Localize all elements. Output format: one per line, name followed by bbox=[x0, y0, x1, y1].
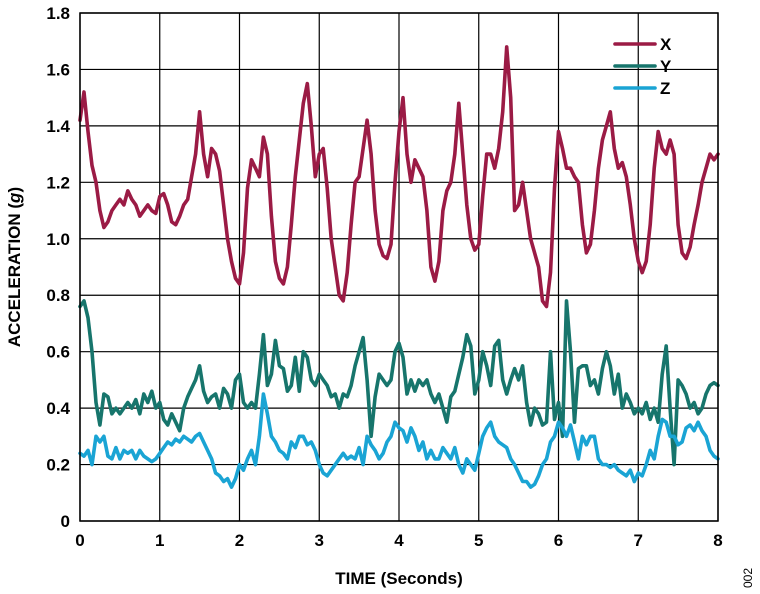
x-tick-label: 7 bbox=[634, 531, 643, 550]
y-axis-label-suffix: ) bbox=[5, 187, 24, 193]
y-axis-label-unit: g bbox=[5, 192, 24, 204]
legend-label-y: Y bbox=[660, 57, 672, 76]
plot-frame bbox=[79, 12, 719, 522]
y-tick-label: 1.6 bbox=[46, 60, 70, 79]
y-tick-label: 0.4 bbox=[46, 399, 70, 418]
x-tick-label: 3 bbox=[315, 531, 324, 550]
series-line-y bbox=[78, 299, 720, 467]
x-tick-label: 5 bbox=[474, 531, 483, 550]
x-tick-label: 2 bbox=[235, 531, 244, 550]
y-tick-label: 1.2 bbox=[46, 173, 70, 192]
y-tick-label: 1.0 bbox=[46, 230, 70, 249]
y-tick-label: 0.2 bbox=[46, 456, 70, 475]
chart-legend: XYZ bbox=[613, 35, 672, 98]
y-tick-label: 0.6 bbox=[46, 343, 70, 362]
figure-id: 002 bbox=[741, 568, 755, 588]
y-tick-label: 0 bbox=[61, 512, 70, 531]
x-axis-label: TIME (Seconds) bbox=[335, 569, 463, 588]
x-tick-label: 6 bbox=[554, 531, 563, 550]
y-axis-ticks: 0 0.2 0.4 0.6 0.8 1.0 1.2 1.4 1.6 1.8 bbox=[46, 4, 70, 531]
legend-label-x: X bbox=[660, 35, 672, 54]
y-axis-label: ACCELERATION (g) bbox=[5, 187, 24, 347]
y-tick-label: 0.8 bbox=[46, 286, 70, 305]
x-tick-label: 1 bbox=[155, 531, 164, 550]
series-line-z bbox=[78, 392, 720, 489]
y-tick-label: 1.8 bbox=[46, 4, 70, 23]
y-tick-label: 1.4 bbox=[46, 117, 70, 136]
x-axis-ticks: 0 1 2 3 4 5 6 7 8 bbox=[75, 531, 722, 550]
x-tick-label: 8 bbox=[713, 531, 722, 550]
series-line-x bbox=[78, 45, 720, 309]
chart-series bbox=[78, 45, 720, 489]
x-tick-label: 4 bbox=[394, 531, 404, 550]
x-tick-label: 0 bbox=[75, 531, 84, 550]
y-axis-label-prefix: ACCELERATION ( bbox=[5, 203, 24, 348]
legend-label-z: Z bbox=[660, 79, 670, 98]
